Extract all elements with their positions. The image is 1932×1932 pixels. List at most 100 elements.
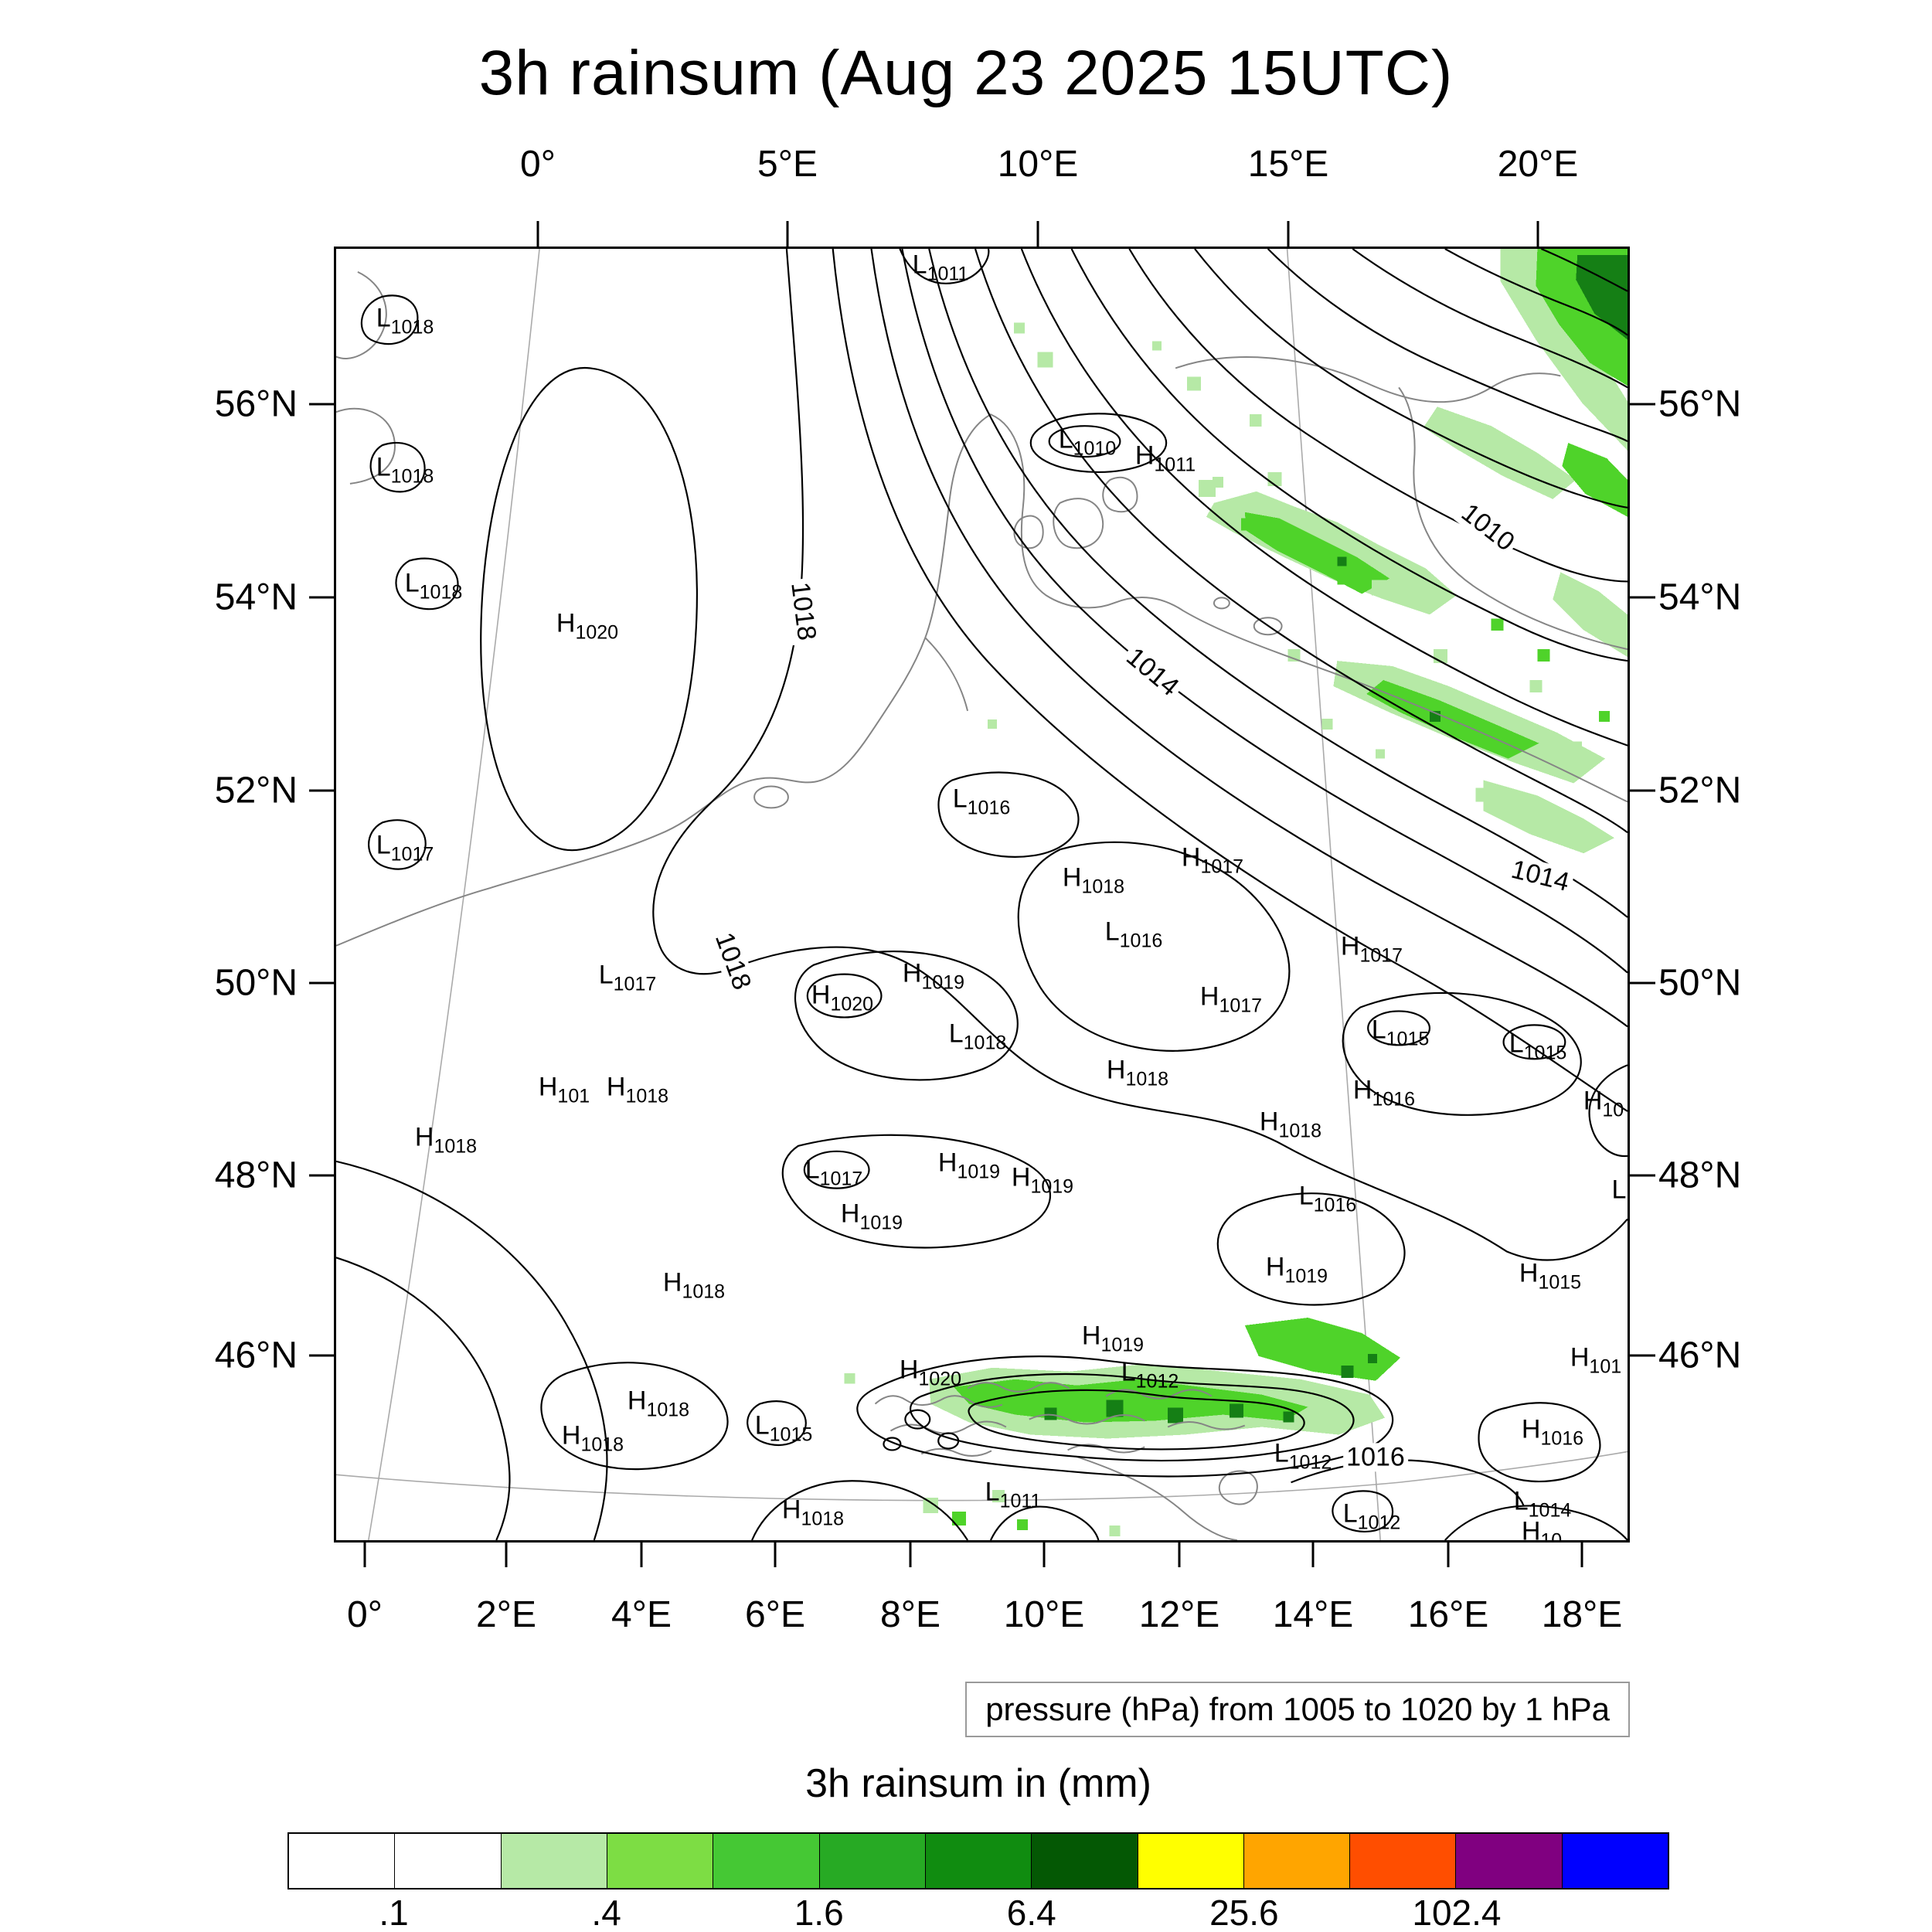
pressure-letter: L [754, 1410, 770, 1440]
axis-tick-right-3 [1630, 981, 1655, 985]
pressure-center-label: H1020 [556, 610, 618, 642]
pressure-center-label: H1018 [414, 1122, 477, 1156]
pressure-center-label: H1020 [900, 1356, 961, 1389]
pressure-center-label: L1018 [405, 570, 463, 602]
colorbar-segment-2 [501, 1834, 607, 1888]
pressure-center-label: H1015 [1519, 1258, 1581, 1292]
axis-label-top-3: 15°E [1247, 144, 1329, 185]
pressure-center-label: L1016 [1299, 1182, 1357, 1215]
axis-tick-bottom-0 [363, 1542, 366, 1567]
axis-label-bottom-3: 6°E [745, 1594, 805, 1635]
colorbar-segment-1 [395, 1834, 502, 1888]
pressure-center-label: H1018 [663, 1269, 725, 1301]
axis-label-right-1: 54°N [1658, 577, 1742, 618]
pressure-value: 1015 [1523, 1042, 1567, 1064]
pressure-center-label: H101 [1570, 1342, 1621, 1376]
pressure-value: 1017 [390, 843, 434, 866]
pressure-center-label: L1010 [1058, 424, 1117, 458]
colorbar-segment-7 [1032, 1834, 1138, 1888]
pressure-value: 10 [1602, 1099, 1624, 1121]
pressure-letter: H [781, 1495, 801, 1525]
pressure-letter: L [1611, 1175, 1627, 1205]
axis-tick-left-2 [309, 789, 335, 792]
pressure-center-label: H101 [539, 1073, 590, 1106]
pressure-letter: H [1521, 1414, 1541, 1444]
pressure-letter: L [1058, 424, 1073, 454]
axis-tick-left-1 [309, 596, 335, 599]
axis-tick-left-0 [309, 403, 335, 406]
pressure-letter: H [1011, 1162, 1031, 1192]
pressure-value: 1018 [580, 1434, 624, 1456]
axis-tick-bottom-7 [1311, 1542, 1315, 1567]
axis-tick-right-5 [1630, 1354, 1655, 1357]
pressure-center-label: H1016 [1353, 1077, 1415, 1109]
pressure-center-label: H1019 [1011, 1162, 1073, 1196]
pressure-value: 1017 [1359, 944, 1403, 967]
axis-label-right-0: 56°N [1658, 383, 1742, 425]
pressure-value: 1020 [575, 621, 619, 644]
colorbar-tick-label-1: .4 [591, 1893, 621, 1932]
pressure-letter: H [414, 1122, 434, 1152]
pressure-center-label: H1020 [811, 980, 873, 1014]
axis-tick-right-1 [1630, 596, 1655, 599]
pressure-value: 1018 [1278, 1120, 1322, 1142]
pressure-value: 1012 [1135, 1370, 1179, 1393]
axis-label-bottom-1: 2°E [476, 1594, 536, 1635]
axis-label-left-3: 50°N [214, 962, 298, 1004]
axis-tick-bottom-1 [505, 1542, 508, 1567]
pressure-center-label: L1018 [376, 454, 434, 486]
pressure-value: 1018 [682, 1281, 726, 1303]
pressure-value: 1018 [801, 1508, 845, 1530]
axis-label-right-4: 48°N [1658, 1155, 1742, 1196]
pressure-letter: L [948, 1019, 964, 1049]
axis-label-left-0: 56°N [214, 383, 298, 425]
pressure-value: 1011 [999, 1490, 1042, 1512]
axis-label-top-1: 5°E [757, 144, 818, 185]
pressure-value: 1018 [646, 1399, 690, 1421]
pressure-value: 1012 [1357, 1512, 1401, 1534]
contour-inline-label: 1016 [1343, 1442, 1408, 1472]
pressure-value: 1016 [967, 797, 1011, 819]
pressure-letter: L [952, 784, 968, 814]
axis-tick-bottom-5 [1043, 1542, 1046, 1567]
pressure-value: 1015 [1538, 1271, 1582, 1294]
colorbar-tick-label-5: 102.4 [1412, 1893, 1502, 1932]
colorbar-segment-0 [289, 1834, 396, 1888]
pressure-letter: H [1570, 1342, 1590, 1372]
pressure-letter: H [1583, 1086, 1603, 1116]
pressure-value: 1018 [390, 316, 434, 338]
pressure-value: 1020 [830, 993, 874, 1015]
axis-tick-bottom-4 [909, 1542, 912, 1567]
pressure-center-label: H1011 [1135, 442, 1196, 474]
axis-tick-top-2 [1036, 221, 1039, 247]
pressure-value: 1019 [859, 1212, 903, 1234]
axis-tick-right-2 [1630, 789, 1655, 792]
pressure-value: 1018 [1081, 876, 1125, 898]
pressure-center-label: L1017 [376, 832, 434, 864]
pressure-center-label: H1019 [1266, 1253, 1328, 1286]
axis-tick-bottom-8 [1447, 1542, 1450, 1567]
colorbar [287, 1832, 1669, 1889]
pressure-letter: L [912, 250, 927, 280]
pressure-letter: H [1519, 1258, 1539, 1288]
colorbar-segment-5 [819, 1834, 926, 1888]
pressure-value: 1019 [957, 1161, 1001, 1183]
pressure-value: 1018 [390, 465, 434, 488]
pressure-value: 1016 [1119, 930, 1163, 952]
pressure-center-label: H1018 [781, 1495, 844, 1529]
pressure-center-label: L1011 [912, 250, 969, 284]
axis-tick-bottom-9 [1580, 1542, 1583, 1567]
rain-shading [844, 249, 1628, 1537]
colorbar-tick-label-0: .1 [379, 1893, 409, 1932]
pressure-value: 1019 [1284, 1265, 1328, 1287]
axis-label-top-2: 10°E [997, 144, 1079, 185]
axis-label-bottom-6: 12°E [1138, 1594, 1220, 1635]
graticule-lines [336, 249, 1628, 1540]
axis-label-left-2: 52°N [214, 770, 298, 811]
pressure-value: 1016 [1372, 1088, 1416, 1111]
pressure-center-label: L1011 [985, 1478, 1042, 1511]
pressure-letter: H [811, 980, 831, 1010]
axis-label-bottom-5: 10°E [1003, 1594, 1085, 1635]
pressure-center-label: L1017 [599, 961, 657, 994]
